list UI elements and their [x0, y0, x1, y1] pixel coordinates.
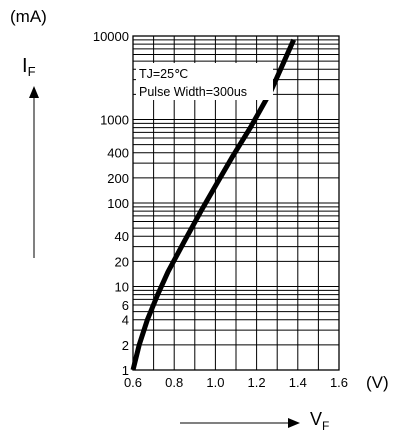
y-tick-label: 100	[107, 196, 129, 211]
y-unit-label: (mA)	[10, 7, 47, 26]
y-axis-arrow	[29, 86, 39, 258]
x-tick-label: 0.8	[165, 375, 183, 390]
x-tick-label: 1.0	[206, 375, 224, 390]
pulse-width-note: Pulse Width=300us	[139, 85, 247, 99]
y-tick-labels: 1 2 46 10 20 40 100 200 400 1000 10000	[93, 29, 129, 378]
y-tick-label: 200	[107, 171, 129, 186]
x-axis-arrow	[180, 418, 300, 428]
annotation-background	[136, 63, 273, 100]
y-tick-label: 400	[107, 146, 129, 161]
y-tick-label: 2	[122, 338, 129, 353]
y-tick-label: 40	[115, 229, 129, 244]
x-tick-label: 1.4	[289, 375, 307, 390]
y-tick-label: 10000	[93, 29, 129, 44]
y-tick-label: 20	[115, 254, 129, 269]
x-tick-label: 0.6	[124, 375, 142, 390]
plot-frame	[132, 35, 340, 371]
x-unit-label: (V)	[366, 373, 389, 392]
y-tick-label: 4	[122, 313, 129, 328]
y-tick-label: 6	[122, 298, 129, 313]
y-tick-label: 1	[122, 363, 129, 378]
x-tick-label: 1.2	[248, 375, 266, 390]
junction-temperature-note: TJ=25℃	[139, 67, 188, 81]
y-tick-label: 10	[115, 280, 129, 295]
x-axis-label: VF	[310, 409, 329, 433]
y-tick-label: 1000	[100, 113, 129, 128]
x-tick-labels: 0.6 0.8 1.0 1.2 1.4 1.6	[124, 375, 348, 390]
x-tick-label: 1.6	[330, 375, 348, 390]
forward-current-curve	[130, 38, 296, 371]
series-layer	[130, 38, 296, 371]
y-axis-label: IF	[22, 55, 36, 79]
